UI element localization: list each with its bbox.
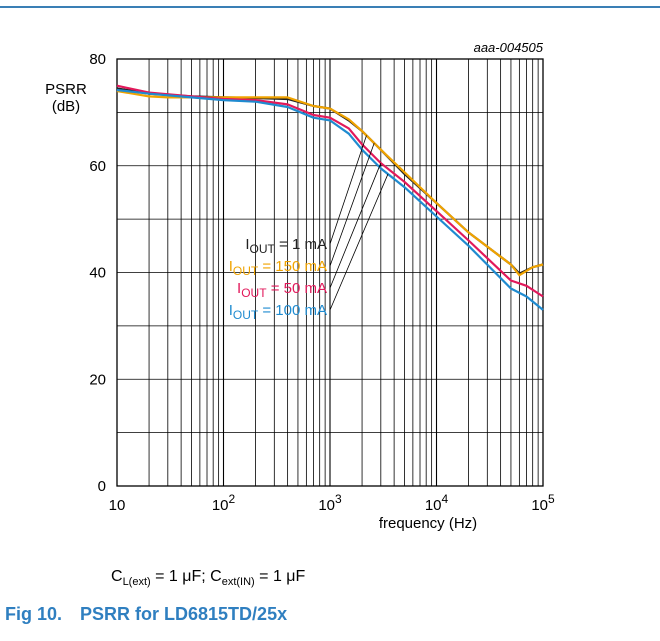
legend-leader-lines — [329, 135, 389, 311]
legend-leader-line — [329, 162, 382, 289]
x-axis-label: frequency (Hz) — [379, 515, 477, 532]
x-tick-label: 102 — [212, 492, 236, 514]
legend-item: IOUT = 100 mA — [229, 302, 327, 322]
x-tick-label: 104 — [425, 492, 449, 514]
caption-c2: C — [210, 568, 222, 585]
y-tick-label: 60 — [89, 158, 106, 175]
caption-c1-rest: = 1 μF; — [150, 568, 211, 585]
x-tick-exponent: 5 — [548, 492, 555, 506]
legend-symbol: I — [245, 236, 249, 253]
y-tick-labels: 0 20 40 60 80 — [89, 51, 106, 495]
x-tick-label: 103 — [318, 492, 342, 514]
y-axis-label-line1: PSRR — [45, 81, 87, 98]
y-axis-label-line2: (dB) — [52, 98, 80, 115]
caption-c1-sub: L(ext) — [122, 576, 151, 589]
legend-label: = 150 mA — [258, 258, 327, 275]
x-tick-exponent: 4 — [442, 492, 449, 506]
caption-c2-rest: = 1 μF — [254, 568, 306, 585]
legend-subscript: OUT — [233, 308, 259, 322]
legend-subscript: OUT — [250, 242, 276, 256]
caption-c2-sub: ext(IN) — [221, 576, 255, 589]
series-line — [116, 88, 544, 311]
y-tick-label: 20 — [89, 371, 106, 388]
header-rule — [0, 6, 660, 8]
legend-label: = 50 mA — [267, 280, 327, 297]
y-tick-label: 0 — [98, 478, 106, 495]
legend-item: IOUT = 150 mA — [229, 258, 327, 278]
figure-title: Fig 10. PSRR for LD6815TD/25x — [5, 604, 287, 625]
legend-leader-line — [329, 173, 389, 311]
y-tick-label: 80 — [89, 51, 106, 68]
legend-label: = 100 mA — [258, 302, 327, 319]
x-tick-label: 10 — [109, 497, 126, 514]
plot-frame — [116, 58, 544, 487]
figure-title-text: PSRR for LD6815TD/25x — [80, 604, 288, 624]
y-tick-label: 40 — [89, 265, 106, 282]
caption-c1: C — [111, 568, 123, 585]
legend-leader-line — [329, 143, 375, 267]
figure-number: Fig 10. — [5, 604, 63, 624]
legend-subscript: OUT — [233, 264, 259, 278]
legend-symbol: I — [229, 258, 233, 275]
legend-leader-line — [329, 135, 367, 245]
x-tick-labels: 10 102 103 104 105 — [109, 492, 555, 514]
series-lines — [116, 84, 544, 311]
legend-item: IOUT = 50 mA — [237, 280, 327, 300]
x-tick-label: 105 — [531, 492, 555, 514]
legend-symbol: I — [237, 280, 241, 297]
figure-code: aaa-004505 — [474, 40, 544, 55]
legend-symbol: I — [229, 302, 233, 319]
legend-subscript: OUT — [241, 286, 267, 300]
x-tick-exponent: 2 — [229, 492, 236, 506]
caption-conditions: CL(ext) = 1 μF; Cext(IN) = 1 μF — [111, 568, 305, 588]
x-tick-exponent: 3 — [335, 492, 342, 506]
legend-item: IOUT = 1 mA — [245, 236, 327, 256]
grid — [117, 59, 543, 486]
legend-label: = 1 mA — [275, 236, 327, 253]
